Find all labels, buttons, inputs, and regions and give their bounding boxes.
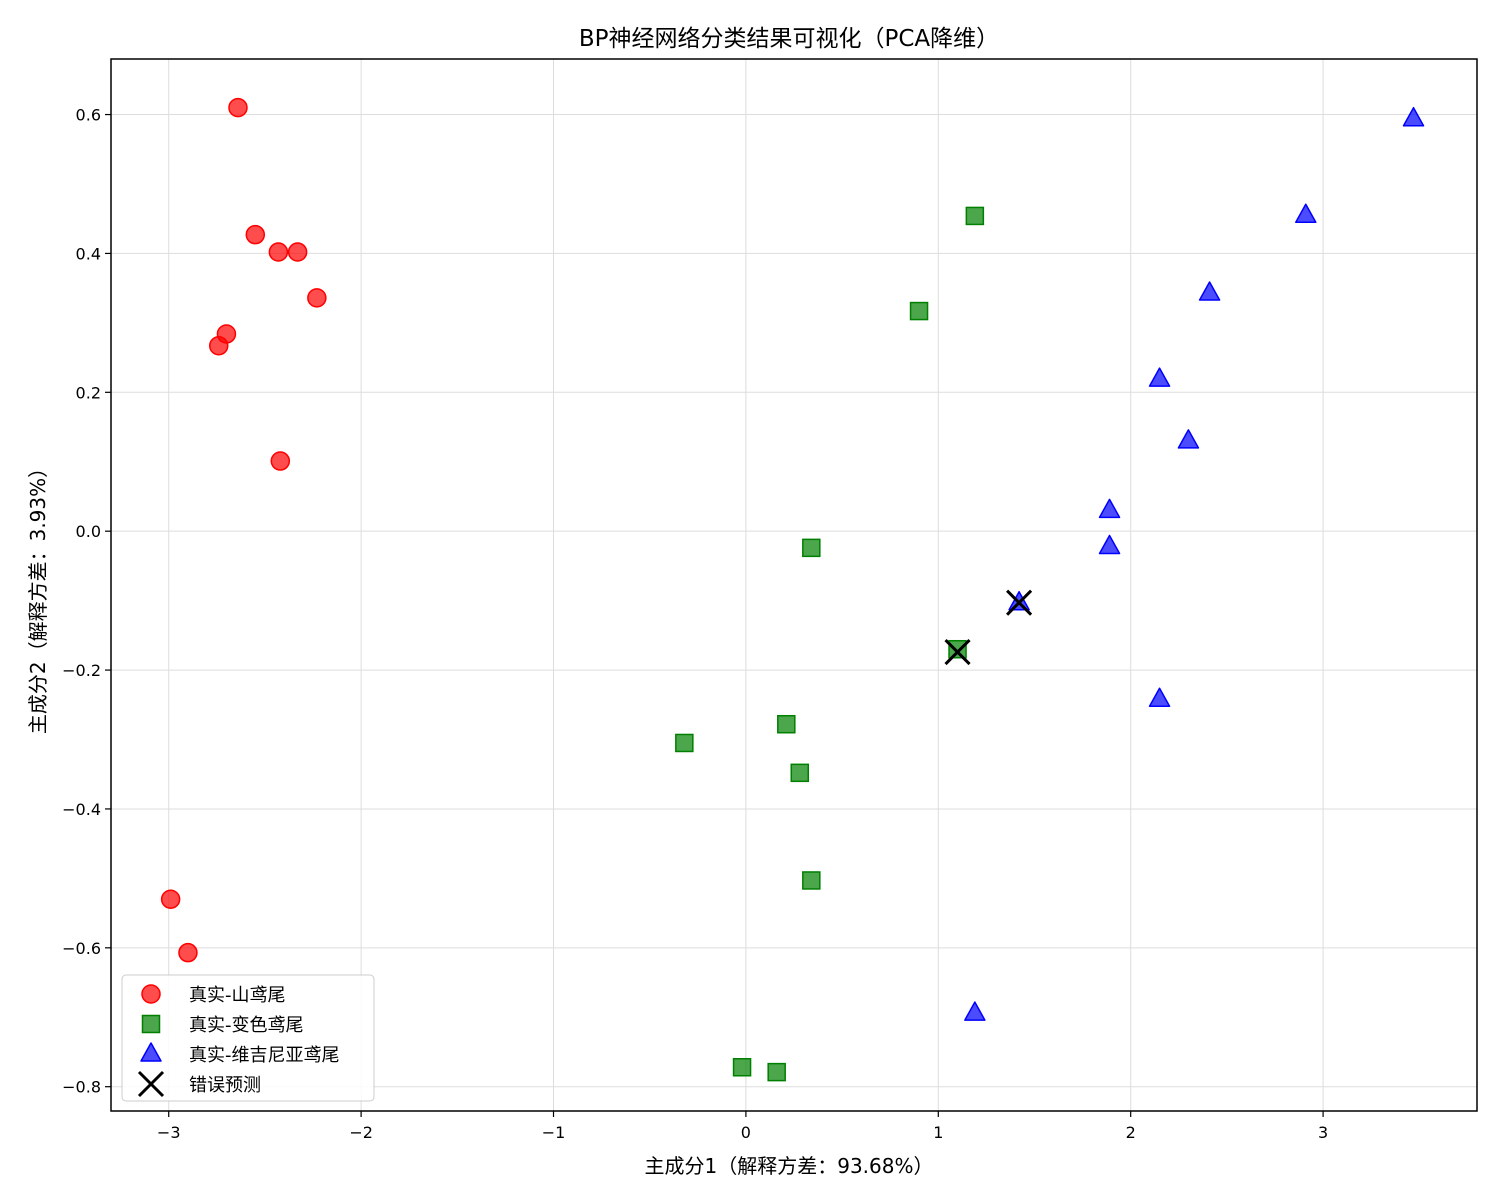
misclassified-marker bbox=[1006, 589, 1033, 616]
data-points bbox=[160, 97, 1425, 1082]
y-tick-label: −0.6 bbox=[62, 939, 101, 958]
x-tick-label: −3 bbox=[157, 1123, 181, 1142]
versicolor-point bbox=[767, 1062, 786, 1082]
x-tick-label: 1 bbox=[933, 1123, 943, 1142]
virginica-point bbox=[1148, 687, 1171, 707]
virginica-point bbox=[1402, 106, 1425, 127]
x-axis-label: 主成分1（解释方差：93.68%） bbox=[645, 1154, 934, 1178]
x-tick-label: 0 bbox=[741, 1123, 751, 1142]
x-marker-stroke bbox=[1006, 589, 1033, 616]
virginica-point bbox=[1148, 367, 1171, 387]
setosa-point bbox=[268, 242, 289, 262]
versicolor-point bbox=[802, 871, 821, 890]
legend-label: 真实-变色鸢尾 bbox=[189, 1015, 304, 1036]
versicolor-point bbox=[802, 538, 821, 558]
x-tick-label: −1 bbox=[542, 1123, 566, 1142]
y-tick-label: −0.2 bbox=[62, 661, 101, 680]
legend-label: 错误预测 bbox=[189, 1075, 261, 1096]
y-tick-label: 0.0 bbox=[76, 522, 101, 541]
setosa-point bbox=[228, 97, 248, 118]
virginica-point bbox=[1098, 498, 1121, 519]
plot-frame bbox=[110, 58, 1478, 1112]
versicolor-point bbox=[732, 1058, 752, 1077]
chart-title: BP神经网络分类结果可视化（PCA降维） bbox=[579, 26, 999, 52]
setosa-point bbox=[307, 288, 327, 308]
setosa-point bbox=[178, 942, 198, 963]
setosa-point bbox=[208, 336, 229, 356]
axis-ticks: −3 −2 −1 0 1 2 3 −0.8 −0.6 −0.4 −0.2 0.0 0.2 0.4 0.6 bbox=[62, 106, 1328, 1142]
versicolor-point bbox=[965, 206, 985, 226]
legend-marker bbox=[140, 1042, 162, 1062]
versicolor-point bbox=[790, 763, 810, 783]
setosa-point bbox=[245, 224, 266, 245]
y-tick-label: −0.8 bbox=[62, 1078, 101, 1097]
versicolor-point bbox=[909, 301, 929, 321]
x-marker-stroke bbox=[137, 1070, 165, 1098]
virginica-point bbox=[1098, 534, 1121, 555]
legend-label: 真实-山鸢尾 bbox=[189, 985, 286, 1006]
legend-marker bbox=[137, 1070, 165, 1098]
y-tick-label: 0.2 bbox=[76, 383, 101, 402]
versicolor-point bbox=[777, 714, 796, 734]
x-tick-label: 2 bbox=[1126, 1123, 1136, 1142]
legend-marker bbox=[141, 984, 161, 1004]
setosa-point bbox=[287, 242, 308, 262]
x-marker-stroke bbox=[944, 638, 971, 666]
virginica-point bbox=[1295, 203, 1317, 223]
versicolor-point bbox=[948, 639, 967, 659]
y-tick-label: 0.6 bbox=[76, 106, 101, 125]
legend-box bbox=[121, 974, 375, 1102]
x-tick-label: 3 bbox=[1318, 1123, 1328, 1142]
y-axis-label: 主成分2（解释方差：3.93%） bbox=[26, 458, 50, 734]
legend-label: 真实-维吉尼亚鸢尾 bbox=[189, 1045, 340, 1066]
legend-marker bbox=[141, 1014, 161, 1034]
setosa-point bbox=[270, 451, 291, 471]
virginica-point bbox=[1198, 281, 1221, 301]
setosa-point bbox=[160, 889, 181, 909]
x-tick-label: −2 bbox=[349, 1123, 373, 1142]
y-tick-label: −0.4 bbox=[62, 800, 101, 819]
versicolor-point bbox=[675, 733, 694, 753]
virginica-point bbox=[964, 1001, 986, 1021]
misclassified-marker bbox=[944, 638, 971, 666]
virginica-point bbox=[1177, 429, 1200, 449]
y-tick-label: 0.4 bbox=[76, 244, 101, 263]
